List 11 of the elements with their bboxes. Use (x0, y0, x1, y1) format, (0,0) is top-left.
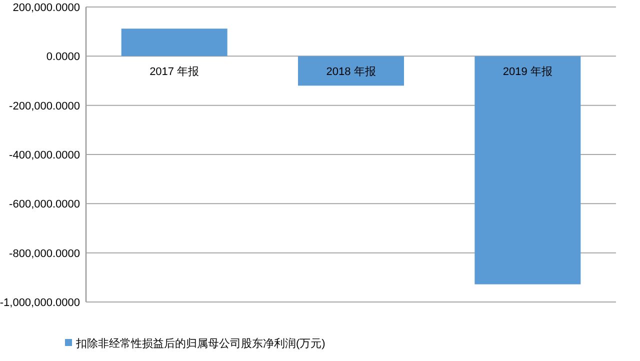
x-tick-label: 2019 年报 (502, 66, 552, 78)
legend-label: 扣除非经常性损益后的归属母公司股东净利润(万元) (75, 337, 326, 350)
y-tick-label: -600,000.0000 (9, 198, 80, 211)
y-tick-label: -800,000.0000 (9, 248, 80, 260)
y-tick-label: 0.0000 (46, 51, 80, 64)
x-tick-label: 2017 年报 (150, 66, 200, 78)
y-tick-label: -1,000,000.0000 (0, 297, 80, 309)
y-tick-label: -200,000.0000 (9, 100, 80, 112)
y-tick-label: 200,000.0000 (12, 2, 80, 14)
y-tick-label: -400,000.0000 (9, 150, 80, 162)
x-tick-label: 2018 年报 (326, 66, 376, 78)
